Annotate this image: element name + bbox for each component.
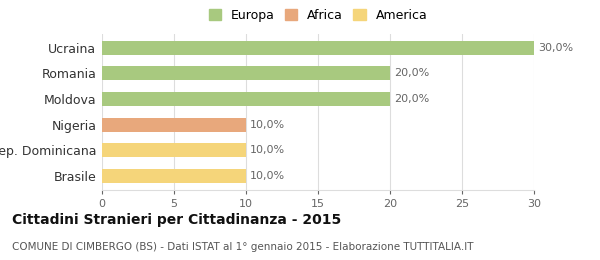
Legend: Europa, Africa, America: Europa, Africa, America (206, 6, 430, 24)
Text: 10,0%: 10,0% (250, 145, 286, 155)
Text: Cittadini Stranieri per Cittadinanza - 2015: Cittadini Stranieri per Cittadinanza - 2… (12, 213, 341, 227)
Bar (102, 118, 246, 132)
Bar (102, 67, 390, 81)
Text: COMUNE DI CIMBERGO (BS) - Dati ISTAT al 1° gennaio 2015 - Elaborazione TUTTITALI: COMUNE DI CIMBERGO (BS) - Dati ISTAT al … (12, 242, 473, 252)
Text: 30,0%: 30,0% (538, 43, 574, 53)
Text: 20,0%: 20,0% (394, 68, 430, 79)
Bar (102, 143, 246, 157)
Text: 10,0%: 10,0% (250, 120, 286, 129)
Bar (102, 92, 390, 106)
Bar (102, 41, 534, 55)
Bar (102, 169, 246, 183)
Text: 20,0%: 20,0% (394, 94, 430, 104)
Text: 10,0%: 10,0% (250, 171, 286, 181)
